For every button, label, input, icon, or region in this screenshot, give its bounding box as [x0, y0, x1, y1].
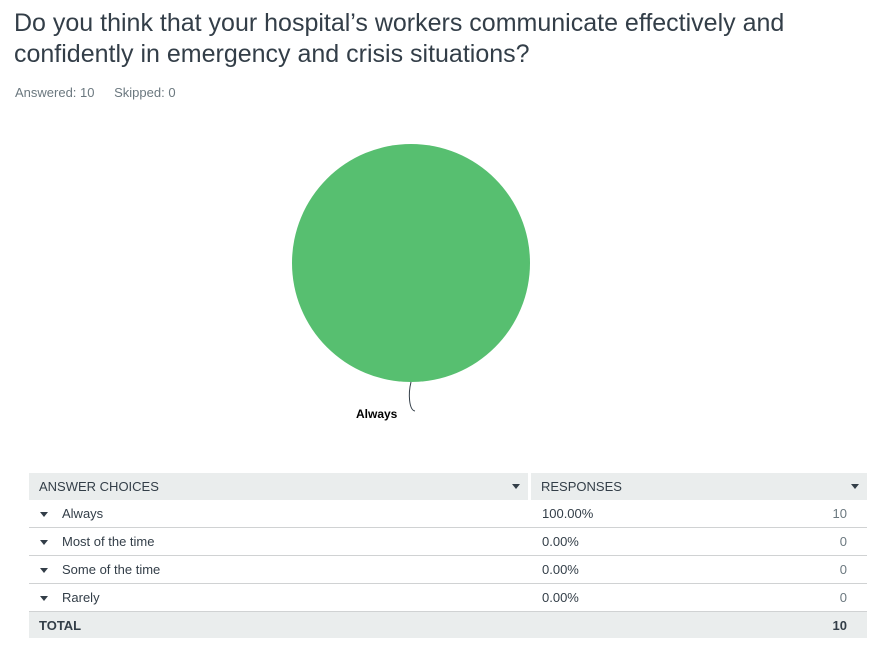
response-cell: 0.00% 0 [531, 584, 867, 612]
table-row: Some of the time 0.00% 0 [29, 556, 867, 584]
pie-slices [292, 144, 530, 382]
table-row: Rarely 0.00% 0 [29, 584, 867, 612]
pie-chart: Always [292, 144, 530, 421]
response-cell: 0.00% 0 [531, 556, 867, 584]
pie-labels: Always [356, 381, 416, 421]
table-row: Always 100.00% 10 [29, 500, 867, 528]
expand-caret-icon[interactable] [40, 568, 48, 574]
answer-choice-label: Some of the time [62, 562, 161, 577]
response-cell: 100.00% 10 [531, 500, 867, 528]
expand-caret-icon[interactable] [40, 540, 48, 546]
response-count: 0 [839, 590, 847, 605]
answer-choice-cell: Some of the time [29, 556, 531, 584]
table-row: Most of the time 0.00% 0 [29, 528, 867, 556]
response-summary: Answered: 10 Skipped: 0 [15, 85, 176, 100]
total-value: 10 [531, 612, 867, 638]
answer-choice-label: Always [62, 506, 104, 521]
pie-slice-always[interactable] [292, 144, 530, 382]
answer-choices-header-label: ANSWER CHOICES [39, 479, 159, 494]
responses-header[interactable]: RESPONSES [531, 473, 867, 500]
sort-caret-icon[interactable] [512, 484, 520, 489]
response-cell: 0.00% 0 [531, 528, 867, 556]
response-count: 0 [839, 562, 847, 577]
question-title: Do you think that your hospital’s worker… [14, 9, 785, 68]
total-row: TOTAL 10 [29, 612, 867, 638]
skipped-count: Skipped: 0 [114, 85, 176, 100]
response-percent: 100.00% [542, 506, 594, 521]
response-count: 10 [832, 506, 847, 521]
response-percent: 0.00% [542, 562, 579, 577]
table-header-row: ANSWER CHOICES RESPONSES [29, 473, 867, 500]
answer-choice-cell: Always [29, 500, 531, 528]
expand-caret-icon[interactable] [40, 512, 48, 518]
expand-caret-icon[interactable] [40, 596, 48, 602]
response-percent: 0.00% [542, 590, 579, 605]
answer-choice-cell: Rarely [29, 584, 531, 612]
sort-caret-icon[interactable] [851, 484, 859, 489]
responses-header-label: RESPONSES [541, 479, 622, 494]
answer-choice-label: Most of the time [62, 534, 155, 549]
answer-choices-header[interactable]: ANSWER CHOICES [29, 473, 531, 500]
leader-line-always [408, 381, 416, 412]
answered-count: Answered: 10 [15, 85, 95, 100]
response-count: 0 [839, 534, 847, 549]
answer-table: ANSWER CHOICES RESPONSES Always 100.00% … [29, 473, 867, 638]
response-percent: 0.00% [542, 534, 579, 549]
answer-choice-label: Rarely [62, 590, 100, 605]
pie-label-always: Always [356, 407, 398, 421]
total-label: TOTAL [29, 612, 531, 638]
answer-choice-cell: Most of the time [29, 528, 531, 556]
